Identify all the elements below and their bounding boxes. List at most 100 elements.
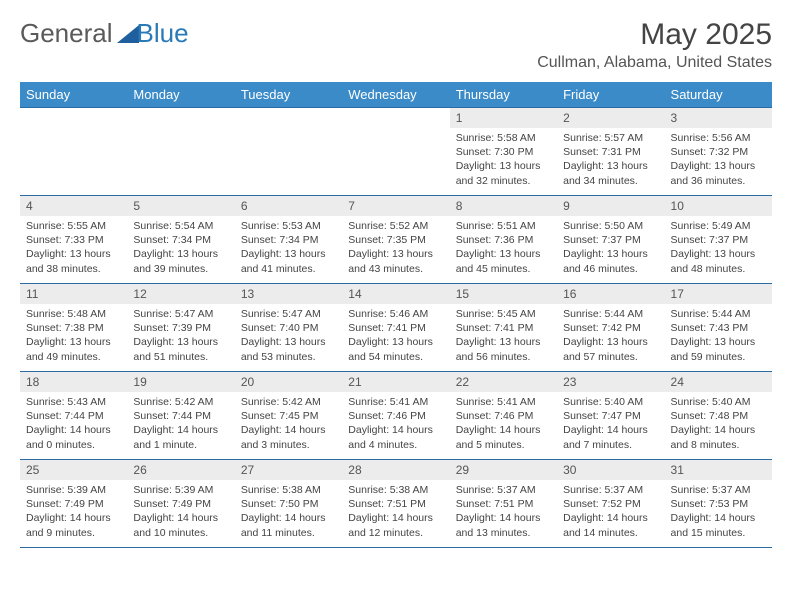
sunset-line: Sunset: 7:31 PM (563, 145, 658, 159)
sunrise-line: Sunrise: 5:47 AM (241, 307, 336, 321)
calendar-cell (235, 108, 342, 196)
sunrise-line: Sunrise: 5:44 AM (563, 307, 658, 321)
calendar-cell: 21Sunrise: 5:41 AMSunset: 7:46 PMDayligh… (342, 372, 449, 460)
calendar-cell (127, 108, 234, 196)
sunset-line: Sunset: 7:30 PM (456, 145, 551, 159)
day-body: Sunrise: 5:41 AMSunset: 7:46 PMDaylight:… (342, 392, 449, 456)
daylight-line: Daylight: 13 hours and 56 minutes. (456, 335, 551, 363)
daylight-line: Daylight: 14 hours and 3 minutes. (241, 423, 336, 451)
day-number: 24 (665, 372, 772, 392)
day-body: Sunrise: 5:51 AMSunset: 7:36 PMDaylight:… (450, 216, 557, 280)
daylight-line: Daylight: 13 hours and 38 minutes. (26, 247, 121, 275)
sunset-line: Sunset: 7:51 PM (456, 497, 551, 511)
sunset-line: Sunset: 7:46 PM (348, 409, 443, 423)
sunrise-line: Sunrise: 5:56 AM (671, 131, 766, 145)
day-number: 1 (450, 108, 557, 128)
sunrise-line: Sunrise: 5:42 AM (133, 395, 228, 409)
day-number: 3 (665, 108, 772, 128)
sunrise-line: Sunrise: 5:43 AM (26, 395, 121, 409)
calendar-cell: 28Sunrise: 5:38 AMSunset: 7:51 PMDayligh… (342, 460, 449, 548)
calendar-week-row: 1Sunrise: 5:58 AMSunset: 7:30 PMDaylight… (20, 108, 772, 196)
day-body: Sunrise: 5:40 AMSunset: 7:47 PMDaylight:… (557, 392, 664, 456)
sunset-line: Sunset: 7:32 PM (671, 145, 766, 159)
calendar-cell: 26Sunrise: 5:39 AMSunset: 7:49 PMDayligh… (127, 460, 234, 548)
day-number: 28 (342, 460, 449, 480)
day-number: 18 (20, 372, 127, 392)
day-body: Sunrise: 5:54 AMSunset: 7:34 PMDaylight:… (127, 216, 234, 280)
day-body: Sunrise: 5:38 AMSunset: 7:50 PMDaylight:… (235, 480, 342, 544)
brand-text-1: General (20, 18, 113, 49)
daylight-line: Daylight: 13 hours and 51 minutes. (133, 335, 228, 363)
sunset-line: Sunset: 7:41 PM (348, 321, 443, 335)
day-number: 13 (235, 284, 342, 304)
daylight-line: Daylight: 14 hours and 10 minutes. (133, 511, 228, 539)
daylight-line: Daylight: 14 hours and 8 minutes. (671, 423, 766, 451)
calendar-cell: 2Sunrise: 5:57 AMSunset: 7:31 PMDaylight… (557, 108, 664, 196)
calendar-cell: 9Sunrise: 5:50 AMSunset: 7:37 PMDaylight… (557, 196, 664, 284)
calendar-cell (342, 108, 449, 196)
daylight-line: Daylight: 14 hours and 12 minutes. (348, 511, 443, 539)
calendar-cell: 13Sunrise: 5:47 AMSunset: 7:40 PMDayligh… (235, 284, 342, 372)
calendar-cell: 4Sunrise: 5:55 AMSunset: 7:33 PMDaylight… (20, 196, 127, 284)
day-body: Sunrise: 5:58 AMSunset: 7:30 PMDaylight:… (450, 128, 557, 192)
weekday-header: Friday (557, 82, 664, 108)
calendar-cell: 24Sunrise: 5:40 AMSunset: 7:48 PMDayligh… (665, 372, 772, 460)
calendar-cell: 12Sunrise: 5:47 AMSunset: 7:39 PMDayligh… (127, 284, 234, 372)
title-block: May 2025 Cullman, Alabama, United States (537, 18, 772, 72)
daylight-line: Daylight: 13 hours and 57 minutes. (563, 335, 658, 363)
daylight-line: Daylight: 14 hours and 7 minutes. (563, 423, 658, 451)
day-body: Sunrise: 5:48 AMSunset: 7:38 PMDaylight:… (20, 304, 127, 368)
day-number: 25 (20, 460, 127, 480)
sunrise-line: Sunrise: 5:52 AM (348, 219, 443, 233)
calendar-cell: 5Sunrise: 5:54 AMSunset: 7:34 PMDaylight… (127, 196, 234, 284)
sunrise-line: Sunrise: 5:38 AM (348, 483, 443, 497)
day-body: Sunrise: 5:50 AMSunset: 7:37 PMDaylight:… (557, 216, 664, 280)
day-number: 11 (20, 284, 127, 304)
calendar-cell: 22Sunrise: 5:41 AMSunset: 7:46 PMDayligh… (450, 372, 557, 460)
day-body: Sunrise: 5:37 AMSunset: 7:53 PMDaylight:… (665, 480, 772, 544)
brand-text-2: Blue (137, 18, 189, 49)
sunrise-line: Sunrise: 5:46 AM (348, 307, 443, 321)
day-body: Sunrise: 5:39 AMSunset: 7:49 PMDaylight:… (20, 480, 127, 544)
calendar-week-row: 4Sunrise: 5:55 AMSunset: 7:33 PMDaylight… (20, 196, 772, 284)
day-number (342, 108, 449, 128)
daylight-line: Daylight: 14 hours and 0 minutes. (26, 423, 121, 451)
sunset-line: Sunset: 7:33 PM (26, 233, 121, 247)
day-body: Sunrise: 5:47 AMSunset: 7:39 PMDaylight:… (127, 304, 234, 368)
day-number: 22 (450, 372, 557, 392)
daylight-line: Daylight: 13 hours and 53 minutes. (241, 335, 336, 363)
sunset-line: Sunset: 7:45 PM (241, 409, 336, 423)
day-body: Sunrise: 5:49 AMSunset: 7:37 PMDaylight:… (665, 216, 772, 280)
sunset-line: Sunset: 7:50 PM (241, 497, 336, 511)
sunset-line: Sunset: 7:47 PM (563, 409, 658, 423)
daylight-line: Daylight: 14 hours and 13 minutes. (456, 511, 551, 539)
calendar-cell: 23Sunrise: 5:40 AMSunset: 7:47 PMDayligh… (557, 372, 664, 460)
daylight-line: Daylight: 13 hours and 49 minutes. (26, 335, 121, 363)
calendar-cell (20, 108, 127, 196)
sunset-line: Sunset: 7:44 PM (26, 409, 121, 423)
day-number: 19 (127, 372, 234, 392)
day-number: 8 (450, 196, 557, 216)
sunrise-line: Sunrise: 5:45 AM (456, 307, 551, 321)
calendar-cell: 1Sunrise: 5:58 AMSunset: 7:30 PMDaylight… (450, 108, 557, 196)
daylight-line: Daylight: 13 hours and 36 minutes. (671, 159, 766, 187)
calendar-cell: 30Sunrise: 5:37 AMSunset: 7:52 PMDayligh… (557, 460, 664, 548)
day-body: Sunrise: 5:42 AMSunset: 7:44 PMDaylight:… (127, 392, 234, 456)
day-number: 10 (665, 196, 772, 216)
sunset-line: Sunset: 7:38 PM (26, 321, 121, 335)
sunrise-line: Sunrise: 5:37 AM (456, 483, 551, 497)
sunrise-line: Sunrise: 5:57 AM (563, 131, 658, 145)
weekday-header: Wednesday (342, 82, 449, 108)
calendar-cell: 19Sunrise: 5:42 AMSunset: 7:44 PMDayligh… (127, 372, 234, 460)
day-body: Sunrise: 5:37 AMSunset: 7:51 PMDaylight:… (450, 480, 557, 544)
day-number: 21 (342, 372, 449, 392)
day-number: 23 (557, 372, 664, 392)
calendar-week-row: 18Sunrise: 5:43 AMSunset: 7:44 PMDayligh… (20, 372, 772, 460)
day-number: 29 (450, 460, 557, 480)
calendar-cell: 27Sunrise: 5:38 AMSunset: 7:50 PMDayligh… (235, 460, 342, 548)
daylight-line: Daylight: 14 hours and 11 minutes. (241, 511, 336, 539)
sunrise-line: Sunrise: 5:39 AM (26, 483, 121, 497)
daylight-line: Daylight: 14 hours and 5 minutes. (456, 423, 551, 451)
day-body: Sunrise: 5:44 AMSunset: 7:42 PMDaylight:… (557, 304, 664, 368)
daylight-line: Daylight: 14 hours and 15 minutes. (671, 511, 766, 539)
